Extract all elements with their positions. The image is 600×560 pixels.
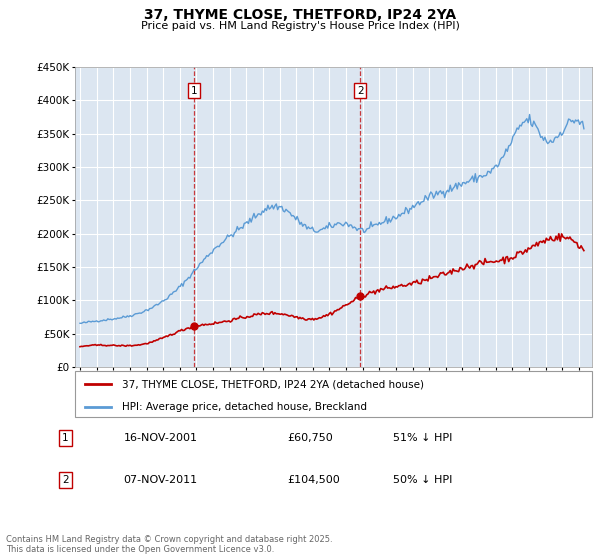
Text: Contains HM Land Registry data © Crown copyright and database right 2025.
This d: Contains HM Land Registry data © Crown c… — [6, 535, 332, 554]
Text: 2: 2 — [357, 86, 364, 96]
Text: 51% ↓ HPI: 51% ↓ HPI — [392, 433, 452, 443]
Text: 1: 1 — [62, 433, 68, 443]
FancyBboxPatch shape — [75, 371, 592, 417]
Text: 07-NOV-2011: 07-NOV-2011 — [124, 475, 197, 485]
Text: 16-NOV-2001: 16-NOV-2001 — [124, 433, 197, 443]
Text: 2: 2 — [62, 475, 68, 485]
Text: 50% ↓ HPI: 50% ↓ HPI — [392, 475, 452, 485]
Text: £104,500: £104,500 — [287, 475, 340, 485]
Text: HPI: Average price, detached house, Breckland: HPI: Average price, detached house, Brec… — [122, 402, 367, 412]
Text: 37, THYME CLOSE, THETFORD, IP24 2YA (detached house): 37, THYME CLOSE, THETFORD, IP24 2YA (det… — [122, 379, 424, 389]
Text: 37, THYME CLOSE, THETFORD, IP24 2YA: 37, THYME CLOSE, THETFORD, IP24 2YA — [144, 8, 456, 22]
Text: Price paid vs. HM Land Registry's House Price Index (HPI): Price paid vs. HM Land Registry's House … — [140, 21, 460, 31]
Text: 1: 1 — [191, 86, 197, 96]
Text: £60,750: £60,750 — [287, 433, 333, 443]
